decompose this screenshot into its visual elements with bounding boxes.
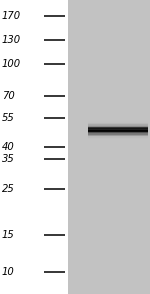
Bar xyxy=(88,125,148,126)
Text: 25: 25 xyxy=(2,184,15,194)
Bar xyxy=(88,134,148,135)
Bar xyxy=(88,126,148,127)
Bar xyxy=(88,130,148,131)
Bar xyxy=(88,134,148,135)
Bar xyxy=(88,125,148,126)
Bar xyxy=(88,124,148,125)
Text: 35: 35 xyxy=(2,154,15,164)
Bar xyxy=(88,136,148,137)
Text: 130: 130 xyxy=(2,35,21,45)
Bar xyxy=(88,132,148,133)
Bar xyxy=(88,135,148,136)
Text: 10: 10 xyxy=(2,267,15,277)
Bar xyxy=(88,131,148,132)
Bar xyxy=(88,124,148,125)
Bar xyxy=(88,128,148,129)
Text: 40: 40 xyxy=(2,142,15,152)
Bar xyxy=(88,129,148,130)
Bar xyxy=(88,139,148,140)
Bar xyxy=(88,137,148,138)
Bar xyxy=(88,127,148,128)
Bar xyxy=(88,126,148,127)
Bar xyxy=(68,0,150,294)
Text: 100: 100 xyxy=(2,59,21,69)
Bar xyxy=(88,122,148,123)
Bar xyxy=(88,131,148,132)
Text: 55: 55 xyxy=(2,113,15,123)
Bar xyxy=(88,123,148,124)
Bar xyxy=(88,133,148,134)
Bar xyxy=(88,135,148,136)
Bar xyxy=(88,127,148,128)
Text: 15: 15 xyxy=(2,230,15,240)
Bar xyxy=(88,138,148,139)
Bar xyxy=(88,133,148,134)
Text: 170: 170 xyxy=(2,11,21,21)
Bar xyxy=(88,121,148,122)
Text: 70: 70 xyxy=(2,91,15,101)
Bar xyxy=(88,132,148,133)
Bar xyxy=(88,123,148,124)
